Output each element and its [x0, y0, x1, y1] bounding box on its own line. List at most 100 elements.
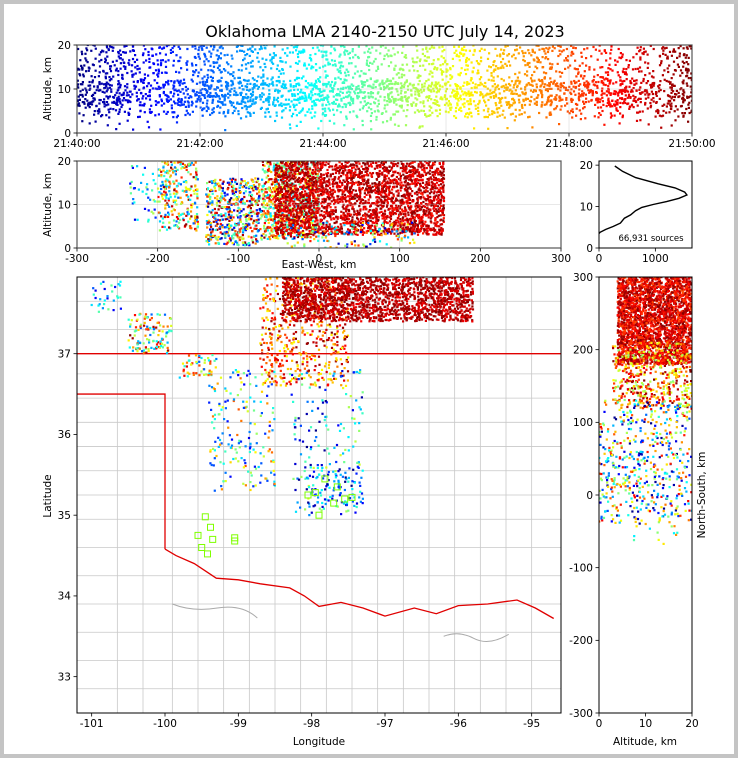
time-height-source: [324, 114, 328, 117]
ew-source: [254, 200, 257, 203]
time-height-source: [216, 104, 220, 107]
time-height-source: [649, 101, 652, 105]
ew-source: [208, 193, 211, 196]
time-height-source: [175, 116, 178, 119]
time-height-source: [611, 105, 614, 108]
time-height-source: [326, 98, 329, 101]
time-height-source: [220, 45, 223, 47]
time-height-source: [423, 59, 426, 62]
time-height-source: [247, 79, 250, 82]
time-height-source: [131, 75, 134, 78]
time-height-source: [314, 111, 317, 114]
time-height-source: [543, 50, 546, 53]
ew-source: [235, 198, 238, 201]
time-height-source: [225, 84, 228, 87]
ew-source: [221, 206, 224, 209]
time-height-source: [423, 105, 426, 108]
ew-source: [278, 171, 281, 175]
ew-source: [238, 211, 241, 214]
ew-source: [172, 180, 175, 183]
time-height-source: [489, 89, 492, 92]
time-height-source: [313, 84, 316, 87]
time-height-source: [548, 67, 552, 70]
time-height-source: [121, 58, 124, 61]
time-height-source: [489, 96, 493, 99]
time-height-source: [623, 100, 626, 103]
time-height-source: [362, 105, 365, 108]
time-height-source: [667, 80, 670, 83]
time-height-source: [78, 104, 81, 107]
time-height-source: [449, 66, 452, 70]
time-height-source: [507, 101, 510, 104]
ew-source: [211, 228, 214, 231]
ew-source: [169, 193, 172, 196]
time-height-source: [578, 88, 581, 91]
ew-source: [160, 175, 163, 178]
ew-source: [266, 202, 269, 205]
time-height-source: [85, 59, 88, 62]
time-height-source: [455, 106, 458, 110]
time-height-source: [498, 92, 501, 95]
ew-source: [384, 190, 388, 193]
time-height-source: [687, 77, 690, 80]
ew-source: [187, 212, 190, 215]
ew-source: [130, 165, 134, 168]
ew-source: [223, 191, 226, 195]
time-height-source: [305, 67, 308, 70]
time-height-source: [670, 91, 673, 94]
time-height-source: [212, 107, 215, 110]
ew-source: [165, 196, 168, 199]
time-height-source: [297, 55, 300, 59]
ew-source: [256, 203, 259, 206]
ew-source: [304, 181, 307, 184]
time-height-source: [202, 45, 205, 47]
time-height-source: [445, 68, 448, 71]
time-height-source: [591, 80, 594, 83]
ew-source: [255, 212, 259, 215]
ew-source: [281, 183, 284, 186]
time-height-source: [194, 47, 197, 50]
ew-source: [151, 189, 154, 192]
time-height-source: [301, 91, 305, 94]
ew-source: [234, 190, 237, 194]
ew-source: [182, 180, 185, 183]
time-height-source: [227, 96, 230, 99]
ew-source: [133, 201, 136, 204]
time-height-source: [481, 83, 484, 86]
ew-source: [226, 193, 229, 196]
time-height-source: [419, 88, 422, 91]
time-height-source: [615, 109, 618, 112]
time-height-source: [558, 96, 561, 99]
time-height-source: [148, 108, 151, 111]
time-height-source: [196, 100, 199, 103]
ew-source: [297, 189, 300, 192]
ew-source: [233, 232, 236, 235]
time-height-source: [266, 107, 269, 110]
time-height-source: [174, 102, 177, 105]
ew-source: [255, 234, 258, 237]
time-height-source: [635, 52, 638, 56]
time-height-source: [563, 59, 566, 62]
time-height-source: [482, 85, 486, 88]
time-height-source: [652, 97, 655, 100]
time-height-source: [342, 86, 345, 89]
time-height-source: [198, 46, 201, 49]
ew-source: [248, 223, 251, 226]
time-height-source: [356, 70, 359, 73]
ew-source: [301, 164, 304, 167]
time-height-source: [121, 103, 124, 106]
time-height-source: [474, 107, 477, 110]
time-height-source: [533, 89, 536, 92]
time-height-source: [119, 62, 122, 65]
time-height-source: [605, 51, 608, 54]
time-height-source: [424, 68, 427, 71]
time-height-source: [535, 103, 538, 106]
time-height-source: [327, 95, 330, 99]
time-height-source: [438, 108, 442, 111]
time-height-source: [293, 93, 296, 96]
time-height-source: [191, 64, 194, 67]
time-height-source: [326, 94, 329, 97]
time-height-source: [219, 80, 222, 83]
time-height-source: [300, 77, 303, 80]
time-height-source: [554, 84, 557, 87]
